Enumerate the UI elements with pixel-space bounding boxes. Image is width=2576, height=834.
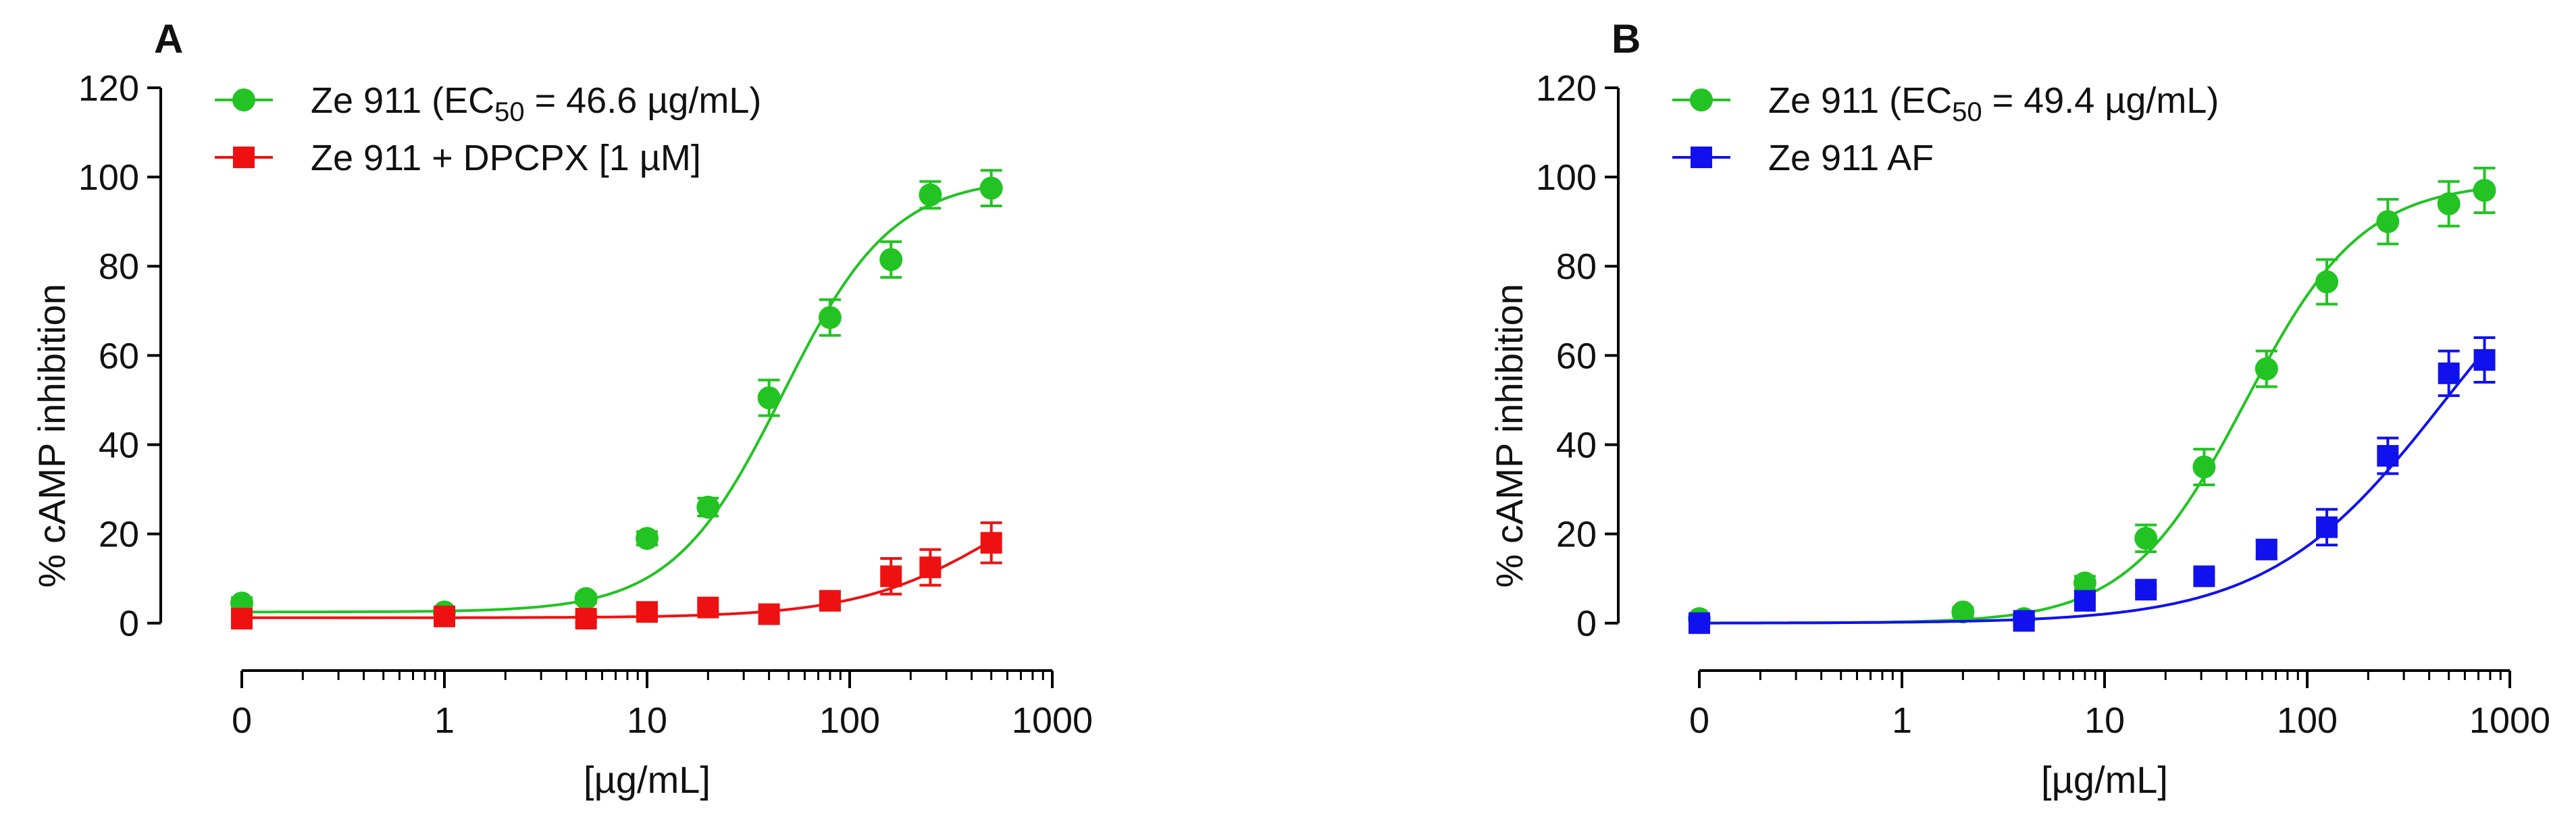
data-point bbox=[2193, 565, 2215, 588]
y-tick-label: 120 bbox=[1536, 68, 1597, 109]
data-point bbox=[2255, 538, 2277, 561]
data-point bbox=[879, 248, 903, 271]
data-point bbox=[2073, 590, 2096, 612]
y-tick-label: 40 bbox=[1556, 425, 1597, 465]
legend-label: Ze 911 (EC50 = 46.6 µg/mL) bbox=[311, 80, 761, 127]
legend-label-rest: = 49.4 µg/mL) bbox=[1982, 80, 2219, 121]
y-tick-label: 20 bbox=[99, 515, 139, 555]
legend-label-main: Ze 911 AF bbox=[1768, 138, 1934, 178]
data-point bbox=[575, 608, 597, 630]
data-point bbox=[231, 608, 253, 630]
x-tick-label: 1 bbox=[1892, 700, 1912, 741]
data-point bbox=[757, 386, 781, 410]
data-point bbox=[2135, 579, 2157, 601]
fit-curve bbox=[242, 185, 992, 614]
data-point bbox=[2473, 348, 2496, 371]
x-tick-label: 1 bbox=[434, 700, 455, 741]
x-axis-label: [µg/mL] bbox=[584, 758, 711, 801]
x-tick-label: 0 bbox=[232, 700, 252, 741]
data-point bbox=[2255, 357, 2278, 381]
legend-marker bbox=[1690, 88, 1713, 111]
legend-label: Ze 911 AF bbox=[1768, 138, 1934, 178]
y-axis-label: % cAMP inhibition bbox=[1488, 284, 1530, 588]
x-tick-label: 100 bbox=[819, 700, 880, 741]
data-point bbox=[1951, 600, 1975, 624]
data-point bbox=[980, 531, 1002, 554]
legend-label-main: Ze 911 + DPCPX [1 µM] bbox=[311, 138, 701, 178]
legend-label-main: Ze 911 (EC bbox=[1768, 80, 1952, 121]
y-tick-label: 120 bbox=[78, 68, 139, 109]
data-point bbox=[919, 183, 942, 207]
data-point bbox=[574, 587, 598, 610]
fit-curve bbox=[242, 539, 992, 619]
legend-label-rest: = 46.6 µg/mL) bbox=[525, 80, 762, 121]
fit-curve bbox=[1699, 187, 2485, 625]
data-point bbox=[2437, 192, 2461, 215]
data-point bbox=[636, 527, 659, 550]
series-1: Ze 911 (EC50 = 46.6 µg/mL) bbox=[215, 80, 1003, 624]
data-point bbox=[880, 565, 902, 588]
data-point bbox=[2192, 455, 2216, 479]
x-tick-label: 100 bbox=[2277, 700, 2338, 741]
data-point bbox=[819, 590, 841, 612]
y-axis-label: % cAMP inhibition bbox=[30, 284, 73, 588]
x-tick-label: 0 bbox=[1689, 700, 1709, 741]
legend-label-subscript: 50 bbox=[1952, 97, 1982, 127]
data-point bbox=[2134, 527, 2158, 550]
panel-label: B bbox=[1612, 16, 1641, 61]
data-point bbox=[2316, 516, 2338, 538]
legend-marker bbox=[233, 147, 255, 168]
data-point bbox=[979, 176, 1003, 200]
data-point bbox=[2013, 610, 2035, 632]
data-point bbox=[2438, 362, 2460, 384]
legend-label: Ze 911 (EC50 = 49.4 µg/mL) bbox=[1768, 80, 2219, 127]
legend-label: Ze 911 + DPCPX [1 µM] bbox=[311, 138, 701, 178]
data-point bbox=[2377, 445, 2399, 467]
x-tick-label: 10 bbox=[627, 700, 667, 741]
series-2: Ze 911 + DPCPX [1 µM] bbox=[215, 138, 1002, 630]
panel-b: B 0 20 40 60 80 100 120 % cAMP inhibition 0 1 10 100… bbox=[1488, 16, 2550, 801]
legend-label-main: Ze 911 (EC bbox=[311, 80, 494, 121]
series-2: Ze 911 AF bbox=[1672, 138, 2496, 634]
data-point bbox=[2473, 178, 2496, 202]
y-tick-label: 60 bbox=[99, 336, 139, 376]
y-tick-label: 100 bbox=[1536, 157, 1597, 198]
data-point bbox=[2376, 210, 2400, 234]
panel-a: A 0 20 40 60 80 100 120 % cAMP inhibition 0 1 10 100… bbox=[30, 16, 1093, 801]
y-tick-label: 60 bbox=[1556, 336, 1597, 376]
data-point bbox=[636, 601, 658, 623]
data-point bbox=[697, 596, 719, 619]
fit-curve bbox=[1699, 350, 2486, 625]
data-point bbox=[434, 605, 455, 627]
x-tick-label: 1000 bbox=[2469, 700, 2550, 741]
legend-marker bbox=[1691, 147, 1712, 168]
y-tick-label: 20 bbox=[1556, 515, 1597, 555]
legend-marker bbox=[232, 88, 255, 111]
legend-label-subscript: 50 bbox=[494, 97, 525, 127]
y-tick-label: 80 bbox=[99, 246, 139, 287]
data-point bbox=[758, 603, 780, 625]
x-tick-label: 10 bbox=[2084, 700, 2125, 741]
data-point bbox=[919, 556, 942, 579]
panel-label: A bbox=[154, 16, 183, 61]
y-tick-label: 100 bbox=[78, 157, 139, 198]
y-tick-label: 0 bbox=[119, 604, 139, 644]
data-point bbox=[2073, 571, 2096, 595]
y-tick-label: 0 bbox=[1576, 604, 1597, 644]
y-tick-label: 40 bbox=[99, 425, 139, 465]
data-point bbox=[2315, 270, 2339, 294]
y-tick-label: 80 bbox=[1556, 246, 1597, 287]
data-point bbox=[818, 306, 842, 330]
data-point bbox=[1689, 612, 1710, 634]
x-tick-label: 1000 bbox=[1012, 700, 1093, 741]
x-axis-label: [µg/mL] bbox=[2041, 758, 2168, 801]
data-point bbox=[696, 495, 720, 519]
